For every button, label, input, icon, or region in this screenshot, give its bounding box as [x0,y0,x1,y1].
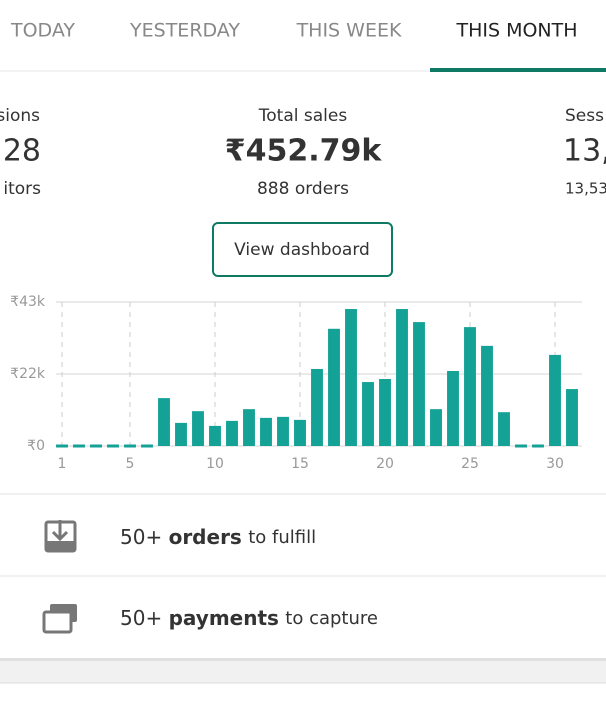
task-text[interactable]: 50+ orders to fulfill [120,525,316,549]
bar [430,409,442,446]
fulfill-icon [44,520,77,553]
bar [379,379,391,446]
stat-value: 13,9 [563,134,606,169]
button-label: View dashboard [234,240,370,260]
task-count: 50+ [120,606,162,630]
bar [345,309,357,446]
tab[interactable]: TODAY [10,20,75,42]
bar [413,322,425,446]
bar [362,382,374,446]
bar [158,398,170,446]
x-tick-label: 30 [546,456,564,472]
bar [549,354,561,446]
view-dashboard-button[interactable] [212,222,393,277]
bar [226,420,238,446]
task-rest: to capture [285,608,378,629]
tab[interactable]: YESTERDAY [129,20,240,42]
bar [175,422,187,446]
task-count: 50+ [120,525,162,549]
x-tick-label: 5 [126,456,135,472]
y-tick-label: ₹0 [27,438,45,454]
stat-label: sions [0,106,40,126]
bar [311,368,323,446]
x-tick-label: 25 [461,456,479,472]
bar [328,328,340,446]
payment-icon [42,604,77,634]
y-tick-label: ₹43k [10,294,46,310]
tab-indicator [430,68,606,72]
card-shadow [0,658,606,661]
bar [260,417,272,446]
stat-sub: 13,53 [565,180,606,198]
bar [498,412,510,446]
stat-sub: 888 orders [257,179,349,199]
task-rest: to fulfill [248,527,316,548]
bar [481,345,493,446]
next-card [0,683,606,708]
stat-sub: itors [3,179,41,199]
bar [447,370,459,446]
bar [566,389,578,446]
x-tick-label: 20 [376,456,394,472]
bar [277,416,289,446]
bar [464,327,476,446]
bar [209,425,221,446]
stat-label: Total sales [258,106,348,126]
bar [396,309,408,446]
tab[interactable]: THIS WEEK [296,20,402,42]
x-tick-label: 10 [206,456,224,472]
x-tick-label: 15 [291,456,309,472]
bar [294,419,306,446]
stat-value: 28 [3,134,41,169]
x-tick-label: 1 [58,456,67,472]
task-bold: orders [169,525,242,549]
bar [243,409,255,446]
stat-label: Sess [565,106,604,126]
task-bold: payments [169,606,279,630]
tab-active[interactable]: THIS MONTH [455,20,577,42]
bar [192,411,204,446]
y-tick-label: ₹22k [10,366,46,382]
task-text[interactable]: 50+ payments to capture [120,606,378,630]
stat-value: ₹452.79k [225,134,383,169]
